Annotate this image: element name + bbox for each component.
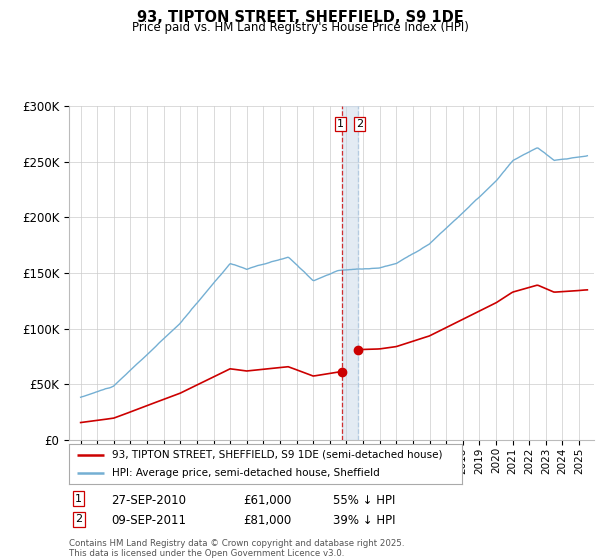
Text: £61,000: £61,000	[243, 494, 292, 507]
Text: 27-SEP-2010: 27-SEP-2010	[111, 494, 186, 507]
Text: HPI: Average price, semi-detached house, Sheffield: HPI: Average price, semi-detached house,…	[112, 468, 380, 478]
Bar	[342, 106, 358, 440]
Text: 39% ↓ HPI: 39% ↓ HPI	[333, 514, 395, 527]
Text: 2: 2	[75, 514, 82, 524]
Text: Price paid vs. HM Land Registry's House Price Index (HPI): Price paid vs. HM Land Registry's House …	[131, 21, 469, 34]
Text: 93, TIPTON STREET, SHEFFIELD, S9 1DE (semi-detached house): 93, TIPTON STREET, SHEFFIELD, S9 1DE (se…	[112, 450, 443, 460]
Text: £81,000: £81,000	[243, 514, 291, 527]
Text: 1: 1	[337, 119, 344, 129]
Text: 55% ↓ HPI: 55% ↓ HPI	[333, 494, 395, 507]
Text: Contains HM Land Registry data © Crown copyright and database right 2025.
This d: Contains HM Land Registry data © Crown c…	[69, 539, 404, 558]
Text: 09-SEP-2011: 09-SEP-2011	[111, 514, 186, 527]
Text: 2: 2	[356, 119, 364, 129]
Text: 1: 1	[75, 494, 82, 504]
Text: 93, TIPTON STREET, SHEFFIELD, S9 1DE: 93, TIPTON STREET, SHEFFIELD, S9 1DE	[137, 10, 463, 25]
